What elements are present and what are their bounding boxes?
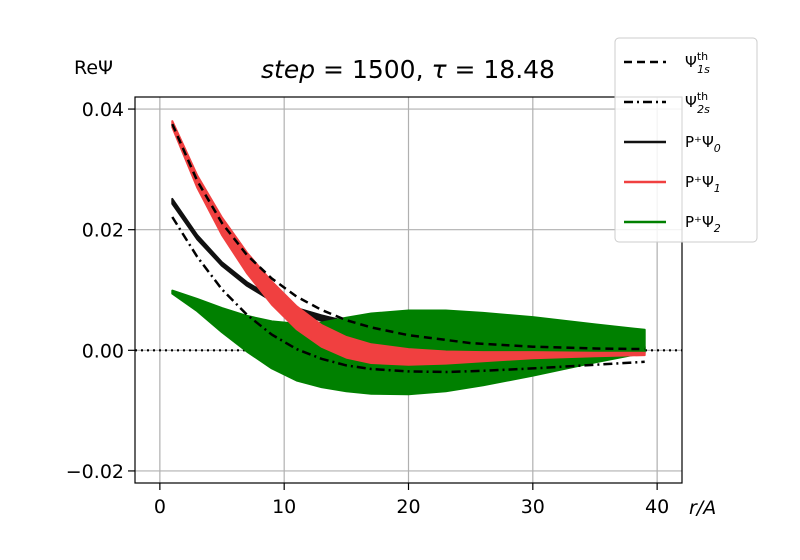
x-axis-ticks: 0 10 20 30 40 (154, 483, 669, 518)
y-axis-ticks: −0.02 0.00 0.02 0.04 (66, 99, 135, 483)
y-axis-label: ReΨ (74, 57, 113, 79)
y-tick-label: 0.00 (82, 340, 124, 362)
legend-label: P⁺Ψ0 (685, 133, 721, 155)
legend: Ψth 1s Ψth 2s P⁺Ψ0 P⁺Ψ1 P⁺Ψ2 (614, 37, 758, 243)
legend-label: P⁺Ψ1 (685, 173, 721, 195)
x-tick-label: 0 (154, 496, 166, 518)
x-tick-label: 40 (645, 496, 669, 518)
series-1s-th-line (171, 123, 645, 351)
legend-label: P⁺Ψ2 (685, 213, 721, 235)
series-2s-th-line (171, 216, 645, 374)
x-tick-label: 30 (521, 496, 545, 518)
x-axis-label: r/A (689, 497, 716, 519)
y-tick-label: −0.02 (66, 461, 124, 483)
legend-label: Ψth 1s (685, 50, 710, 76)
plot-area (135, 120, 682, 396)
x-tick-label: 10 (272, 496, 296, 518)
series-p-1-band (171, 120, 646, 366)
x-tick-label: 20 (396, 496, 420, 518)
legend-label: Ψth 2s (685, 90, 710, 116)
legend-box (614, 37, 758, 243)
y-tick-label: 0.04 (82, 99, 124, 121)
chart-title: step = 1500, τ = 18.48 (261, 55, 555, 84)
y-tick-label: 0.02 (82, 220, 124, 242)
